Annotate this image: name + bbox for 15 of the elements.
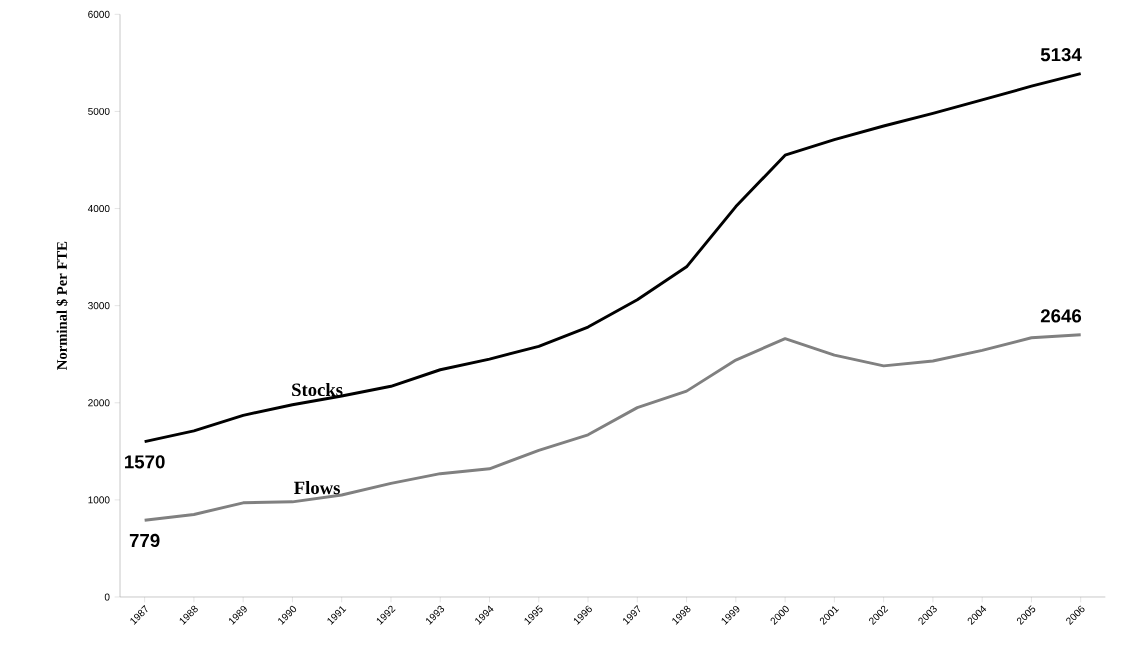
y-tick-label: 6000 xyxy=(88,10,110,18)
y-tick-label: 3000 xyxy=(88,302,110,310)
line-series xyxy=(143,72,1083,444)
y-tick-label: 4000 xyxy=(87,205,110,213)
annotation: 779 xyxy=(129,533,160,548)
y-axis-title: Norminal $ Per FTE xyxy=(56,241,68,370)
series-label: Flows xyxy=(294,481,340,495)
y-tick-label: 2000 xyxy=(88,399,110,407)
annotation: 1570 xyxy=(125,455,165,469)
y-tick-label: 1000 xyxy=(88,496,110,504)
annotation: 2646 xyxy=(1040,309,1082,323)
y-tick-label: 5000 xyxy=(88,107,110,115)
annotation: 5134 xyxy=(1040,48,1082,62)
series-label: Stocks xyxy=(292,382,343,397)
y-tick-label: 0 xyxy=(104,593,110,601)
